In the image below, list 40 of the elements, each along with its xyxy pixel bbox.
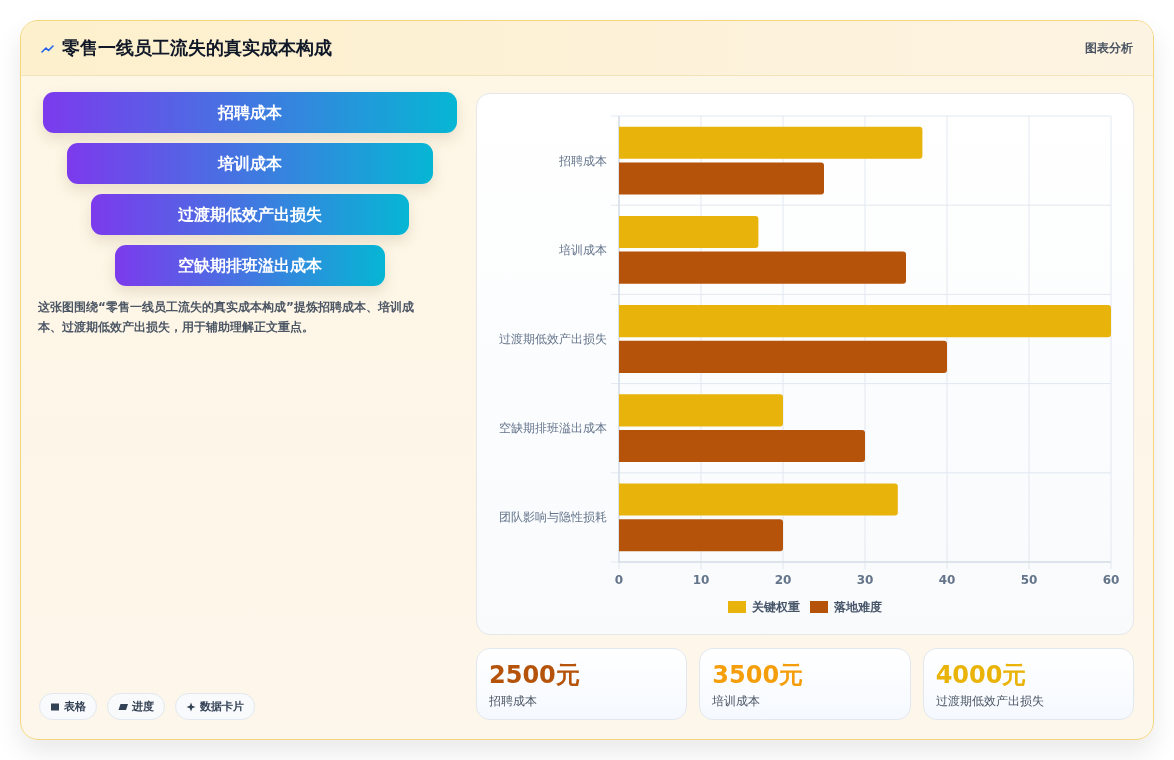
bar [619,340,947,373]
y-tick-label: 空缺期排班溢出成本 [499,421,607,436]
legend-label: 落地难度 [833,600,882,614]
text: 表格 [64,699,86,714]
category-label: 空缺期排班溢出成本 [178,255,322,276]
category-label: 培训成本 [218,153,282,174]
bar [619,162,824,195]
text: 2500元 [489,661,580,689]
category-label: 过渡期低效产出损失 [935,693,1044,709]
y-tick-label: 培训成本 [558,242,607,257]
y-tick-label: 过渡期低效产出损失 [499,332,607,346]
bar [619,305,1111,338]
bar [619,429,865,463]
category-label: 招聘成本 [218,102,282,123]
bar [619,251,906,284]
bar [619,483,898,516]
bar [619,215,759,249]
legend-label: 关键权重 [751,600,800,614]
x-tick-label: 50 [1020,573,1038,587]
text: 3500元 [712,661,804,689]
bar [619,394,783,427]
x-tick-label: 60 [1102,573,1120,587]
text: 4000元 [935,661,1027,689]
x-tick-label: 0 [614,573,624,587]
text: 进度 [132,699,154,714]
bar [619,519,783,552]
category-label: 培训成本 [712,693,761,709]
x-tick-label: 40 [938,573,956,587]
bar [619,126,923,159]
category-label: 招聘成本 [489,693,537,709]
y-tick-label: 团队影响与隐性损耗 [499,510,607,525]
y-tick-label: 招聘成本 [558,153,607,168]
x-tick-label: 30 [856,573,874,587]
category-label: 过渡期低效产出损失 [178,204,322,225]
text: 数据卡片 [200,699,244,714]
text: 这张图围绕“零售一线员工流失的真实成本构成”提炼招聘成本、培训成本、过渡期低效产出损失，用于辅助理解正文重点。 [38,299,415,336]
x-tick-label: 10 [692,573,710,587]
text: 图表分析 [1085,40,1133,56]
text: 零售一线员工流失的真实成本构成 [62,36,332,60]
x-tick-label: 20 [774,573,792,587]
